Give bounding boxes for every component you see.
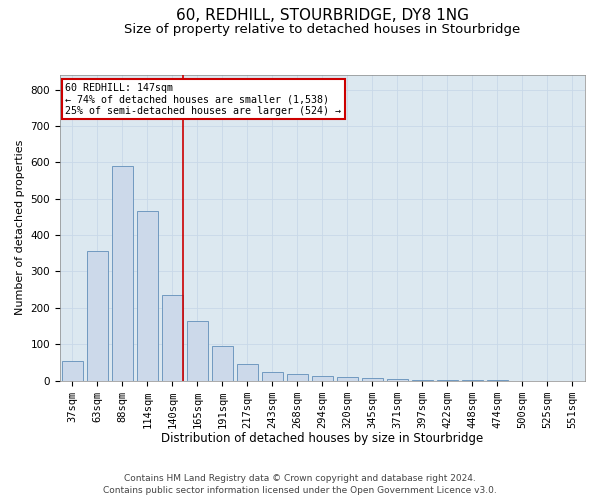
Bar bbox=[62, 360, 83, 380]
Bar bbox=[112, 166, 133, 380]
X-axis label: Distribution of detached houses by size in Stourbridge: Distribution of detached houses by size … bbox=[161, 432, 484, 445]
Y-axis label: Number of detached properties: Number of detached properties bbox=[15, 140, 25, 316]
Bar bbox=[137, 212, 158, 380]
Bar bbox=[87, 252, 108, 380]
Bar bbox=[162, 295, 183, 380]
Bar bbox=[237, 364, 258, 380]
Text: 60 REDHILL: 147sqm
← 74% of detached houses are smaller (1,538)
25% of semi-deta: 60 REDHILL: 147sqm ← 74% of detached hou… bbox=[65, 82, 341, 116]
Bar bbox=[362, 378, 383, 380]
Text: Contains HM Land Registry data © Crown copyright and database right 2024.
Contai: Contains HM Land Registry data © Crown c… bbox=[103, 474, 497, 495]
Bar bbox=[287, 374, 308, 380]
Bar bbox=[312, 376, 333, 380]
Bar bbox=[212, 346, 233, 380]
Bar bbox=[262, 372, 283, 380]
Bar bbox=[337, 377, 358, 380]
Bar bbox=[387, 379, 408, 380]
Text: Size of property relative to detached houses in Stourbridge: Size of property relative to detached ho… bbox=[124, 22, 521, 36]
Bar bbox=[187, 320, 208, 380]
Text: 60, REDHILL, STOURBRIDGE, DY8 1NG: 60, REDHILL, STOURBRIDGE, DY8 1NG bbox=[176, 8, 469, 22]
